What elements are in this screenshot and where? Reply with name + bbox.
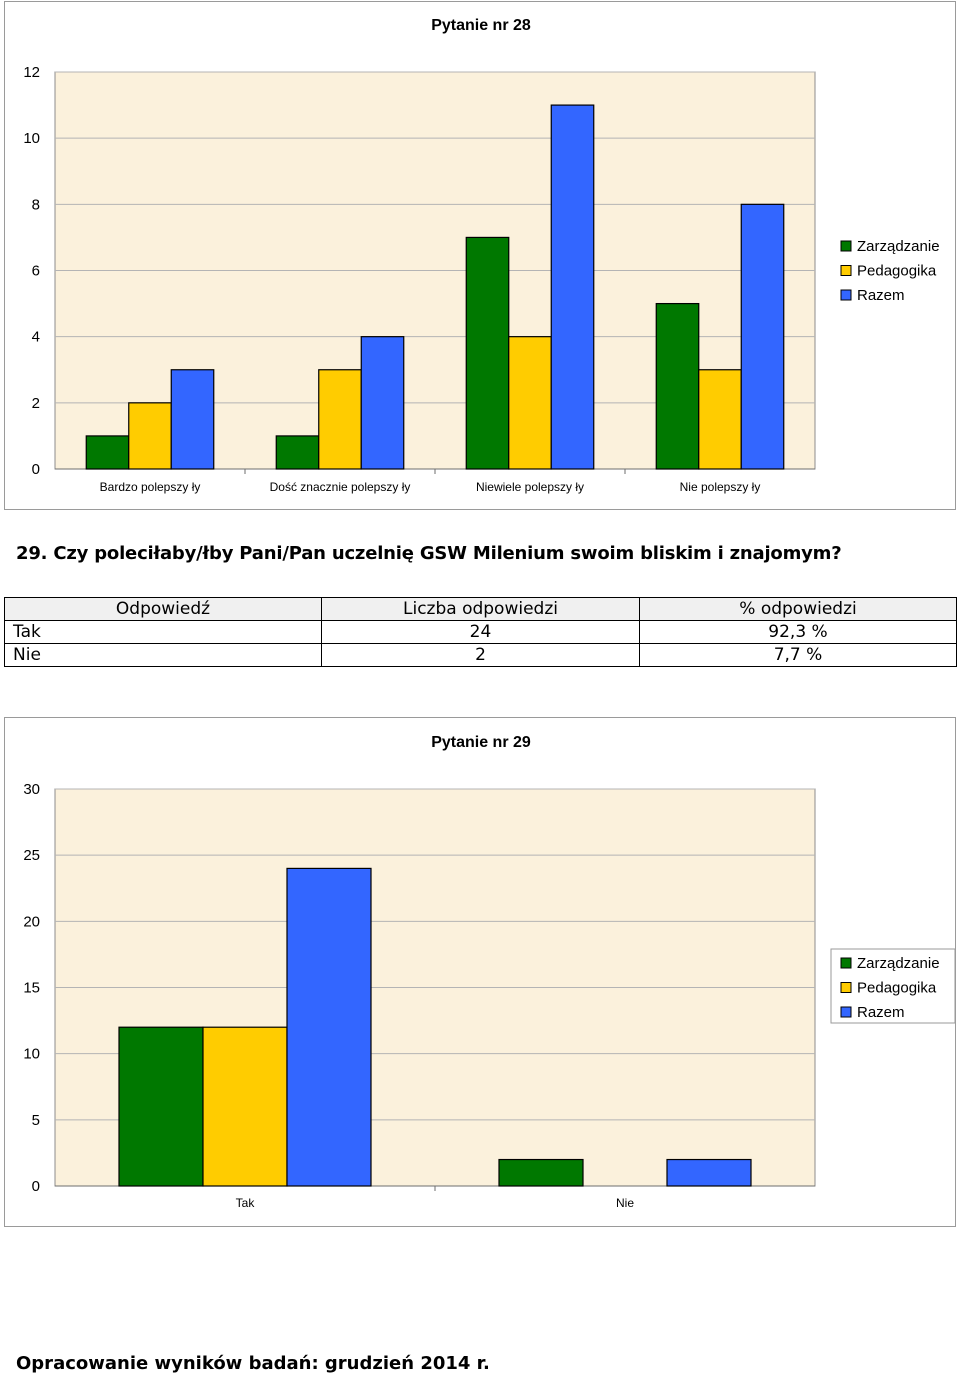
y-tick-label: 5 — [32, 1112, 40, 1129]
answers-table: Odpowiedź Liczba odpowiedzi % odpowiedzi… — [4, 597, 957, 667]
y-tick-label: 0 — [32, 461, 40, 478]
table-cell-count: 24 — [321, 620, 640, 644]
table-header-answer: Odpowiedź — [4, 597, 322, 621]
bar-razem — [550, 104, 595, 470]
x-tick-label: Nie — [616, 1196, 634, 1210]
y-tick-label: 0 — [32, 1178, 40, 1195]
bar-razem — [666, 1158, 752, 1187]
y-tick-label: 30 — [23, 781, 40, 798]
chart-28-canvas: Pytanie nr 28 0 2 4 6 8 10 12 Bardzo polepszy ły… — [23, 17, 940, 494]
y-tick-label: 25 — [23, 847, 40, 864]
y-tick-label: 15 — [23, 980, 40, 997]
x-tick-label: Bardzo polepszy ły — [100, 480, 201, 494]
legend: Zarządzanie Pedagogika Razem — [830, 948, 955, 1024]
legend-frame — [830, 948, 955, 1024]
legend-label: Zarządzanie — [857, 238, 940, 255]
legend-label: Zarządzanie — [857, 955, 940, 972]
legend-swatch — [840, 1006, 852, 1018]
bar-zarz-dzanie — [85, 435, 130, 470]
y-tick-label: 12 — [23, 64, 40, 81]
table-cell-percent: 7,7 % — [639, 643, 957, 667]
legend-swatch — [840, 982, 852, 993]
bar-razem — [740, 203, 785, 470]
legend-label: Pedagogika — [857, 263, 937, 280]
bar-zarz-dzanie — [498, 1158, 584, 1187]
y-tick-label: 6 — [32, 263, 40, 280]
bar-razem — [360, 336, 405, 470]
x-tick-label: Tak — [236, 1196, 256, 1210]
x-tick-label: Dość znacznie polepszy ły — [270, 480, 411, 494]
bar-razem — [286, 867, 372, 1187]
y-tick-label: 2 — [32, 395, 40, 412]
y-tick-label: 10 — [23, 130, 40, 147]
bar-razem — [170, 369, 215, 470]
bar-pedagogika — [128, 402, 172, 470]
bar-pedagogika — [202, 1026, 288, 1187]
table-header-count: Liczba odpowiedzi — [321, 597, 640, 621]
bar-zarz-dzanie — [275, 435, 320, 470]
chart-title: Pytanie nr 29 — [431, 734, 531, 751]
bar-pedagogika — [508, 336, 552, 470]
question-heading: 29. Czy poleciłaby/łby Pani/Pan uczelnię… — [16, 543, 842, 564]
bar-zarz-dzanie — [655, 302, 700, 470]
bar-zarz-dzanie — [465, 236, 510, 470]
table-row: Nie 2 7,7 % — [4, 643, 957, 667]
table-header-percent: % odpowiedzi — [639, 597, 957, 621]
legend: Zarządzanie Pedagogika Razem — [840, 238, 940, 304]
legend-label: Pedagogika — [857, 980, 937, 997]
table-row: Tak 24 92,3 % — [4, 620, 957, 644]
x-tick-label: Niewiele polepszy ły — [476, 480, 584, 494]
legend-label: Razem — [857, 287, 905, 304]
report-footer: Opracowanie wyników badań: grudzień 2014… — [16, 1353, 490, 1374]
chart-pytanie-28: Pytanie nr 28 0 2 4 6 8 10 12 Bardzo polepszy ły… — [4, 1, 956, 510]
legend-label: Razem — [857, 1004, 905, 1021]
table-cell-answer: Tak — [4, 620, 322, 644]
y-tick-label: 10 — [23, 1046, 40, 1063]
y-tick-label: 8 — [32, 196, 40, 213]
table-cell-count: 2 — [321, 643, 640, 667]
table-cell-percent: 92,3 % — [639, 620, 957, 644]
legend-swatch — [840, 240, 852, 252]
y-tick-label: 4 — [32, 329, 40, 346]
y-tick-label: 20 — [23, 913, 40, 930]
table-cell-answer: Nie — [4, 643, 322, 667]
bar-pedagogika — [698, 369, 742, 470]
chart-title: Pytanie nr 28 — [431, 17, 531, 34]
legend-swatch — [840, 289, 852, 301]
chart-29-canvas: Pytanie nr 29 0 5 10 15 20 25 30 Tak Nie Zarządzan… — [23, 734, 955, 1210]
legend-swatch — [840, 265, 852, 276]
legend-swatch — [840, 957, 852, 969]
bar-zarz-dzanie — [118, 1026, 204, 1187]
x-tick-label: Nie polepszy ły — [680, 480, 761, 494]
chart-pytanie-29: Pytanie nr 29 0 5 10 15 20 25 30 Tak Nie Zarządzan… — [4, 717, 956, 1227]
table-header-row: Odpowiedź Liczba odpowiedzi % odpowiedzi — [4, 597, 957, 621]
bar-pedagogika — [318, 369, 362, 470]
